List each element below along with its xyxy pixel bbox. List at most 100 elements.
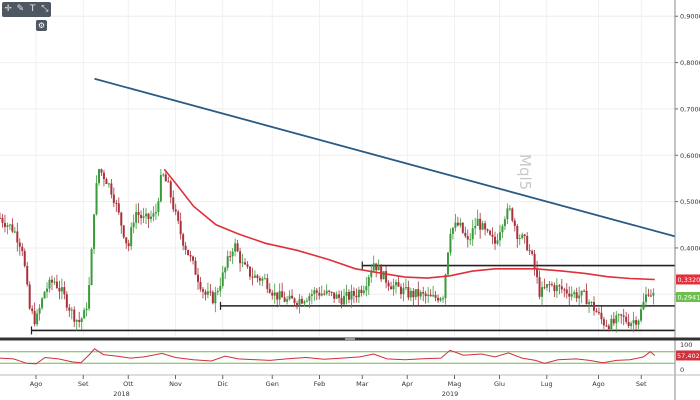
candle (365, 277, 368, 297)
candle-body (201, 289, 204, 292)
candle (224, 266, 227, 279)
candle (241, 253, 244, 268)
candle (206, 282, 209, 299)
candle-body (489, 230, 492, 235)
candle (140, 210, 143, 225)
candle-body (226, 256, 229, 268)
candle-body (13, 231, 16, 233)
candle-body (526, 235, 529, 251)
candle-body (323, 293, 326, 295)
candle-body (206, 291, 209, 295)
candle-body (268, 288, 271, 293)
candle-body (414, 289, 417, 298)
candle-body (476, 218, 479, 226)
candle (145, 207, 148, 225)
candle (516, 223, 519, 248)
candle-body (451, 227, 454, 234)
candle-body (55, 281, 58, 288)
candle-body (6, 225, 9, 227)
candle (276, 292, 279, 308)
candle-body (511, 208, 514, 221)
candle-body (570, 293, 573, 297)
candle (370, 263, 373, 283)
candle (414, 289, 417, 301)
candle (644, 286, 647, 308)
candle (70, 307, 73, 320)
candle-body (508, 208, 511, 210)
candle (486, 228, 489, 233)
candle-body (565, 289, 568, 294)
candle (41, 297, 44, 311)
candle (305, 297, 308, 303)
candle (107, 182, 110, 188)
candle (355, 288, 358, 303)
candle-body (68, 307, 71, 311)
candle (375, 263, 378, 278)
candle (263, 273, 266, 280)
candle (652, 288, 655, 305)
candle (464, 226, 467, 238)
candle (593, 296, 595, 316)
candle (625, 311, 628, 324)
x-tick-label: Gen (266, 380, 279, 388)
settings-icon[interactable]: ⚙ (36, 20, 47, 31)
candle (281, 282, 284, 298)
candle-body (100, 169, 103, 173)
crosshair-icon[interactable]: ✛ (4, 4, 12, 14)
candle (476, 209, 479, 227)
candle (607, 323, 610, 332)
candle (531, 249, 534, 256)
candle-body (355, 295, 358, 298)
candle-body (412, 290, 415, 298)
candle (335, 291, 338, 299)
candle (221, 265, 224, 289)
candle (122, 224, 125, 240)
candle-body (276, 292, 279, 300)
candle-body (377, 265, 380, 271)
candle (236, 239, 239, 253)
candle (21, 242, 24, 257)
candle-body (399, 286, 402, 295)
candle-body (501, 226, 504, 233)
candles (0, 168, 655, 333)
candle (511, 207, 514, 223)
candle-body (407, 287, 410, 298)
candle (372, 255, 375, 272)
trendline-layer (94, 77, 676, 238)
candle-body (498, 232, 501, 241)
x-tick-label: Set (78, 380, 89, 388)
candle-body (130, 227, 133, 247)
candle (112, 187, 115, 208)
candle (496, 233, 499, 246)
candle-body (395, 282, 397, 286)
candle (588, 299, 591, 314)
candle-body (169, 181, 172, 198)
measure-icon[interactable]: ⤡ (41, 4, 49, 14)
candle (147, 212, 150, 228)
candle (630, 321, 633, 330)
candle (345, 284, 348, 305)
candle (404, 278, 407, 291)
candle-body (459, 222, 462, 226)
candle-body (454, 222, 457, 228)
candle-body (533, 253, 536, 269)
candle (174, 203, 177, 216)
candle-body (528, 250, 531, 252)
candle (444, 273, 447, 305)
candle-body (194, 260, 197, 275)
price-label-box (676, 274, 700, 285)
candle-body (286, 299, 289, 302)
candle-body (187, 249, 190, 256)
candle-body (461, 222, 464, 233)
panel-resize-handle[interactable] (345, 337, 355, 340)
candle (43, 291, 46, 299)
candle (251, 267, 254, 286)
pencil-icon[interactable]: ✎ (16, 4, 25, 14)
candle-body (204, 291, 207, 295)
text-icon[interactable]: T (29, 4, 36, 14)
candle-body (617, 314, 620, 316)
candle-body (305, 300, 308, 302)
candle-body (308, 295, 311, 301)
oscillator-line (0, 348, 656, 365)
